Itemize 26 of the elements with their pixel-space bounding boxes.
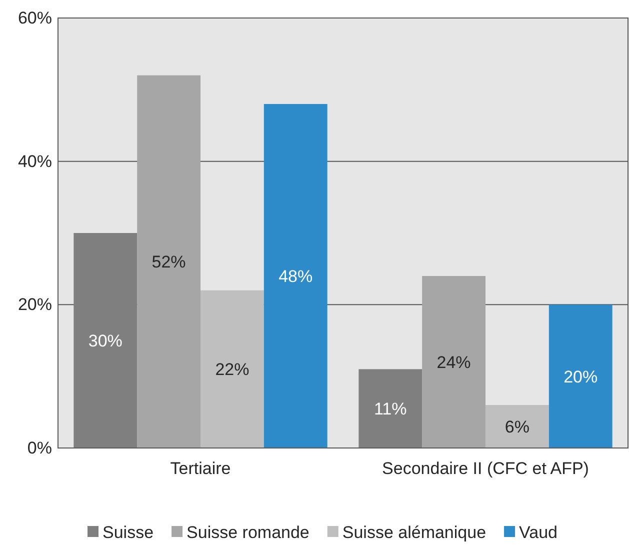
data-label: 22% [215,360,250,380]
bar [74,233,138,448]
bar [137,75,200,448]
bar [548,304,612,448]
bar [200,290,264,448]
y-tick-label: 60% [18,8,52,28]
y-tick-label: 40% [18,152,52,171]
bar [358,369,422,448]
legend-label: Vaud [519,522,558,542]
x-tick-label: Secondaire II (CFC et AFP) [382,459,589,478]
y-tick-label: 20% [18,295,52,314]
x-tick-label: Tertiaire [170,459,231,478]
bar [486,405,549,448]
data-label: 48% [278,266,313,286]
legend-label: Suisse [102,522,154,542]
bar [264,104,328,448]
data-label: 11% [374,400,407,419]
y-tick-label: 0% [27,438,52,458]
data-label: 24% [436,352,471,372]
data-label: 30% [88,331,122,350]
bar [422,276,486,448]
data-label: 20% [564,367,598,386]
data-label: 6% [504,417,530,436]
legend-label: Suisse romande [186,522,310,542]
data-label: 52% [152,252,186,272]
legend-label: Suisse alémanique [342,522,486,542]
